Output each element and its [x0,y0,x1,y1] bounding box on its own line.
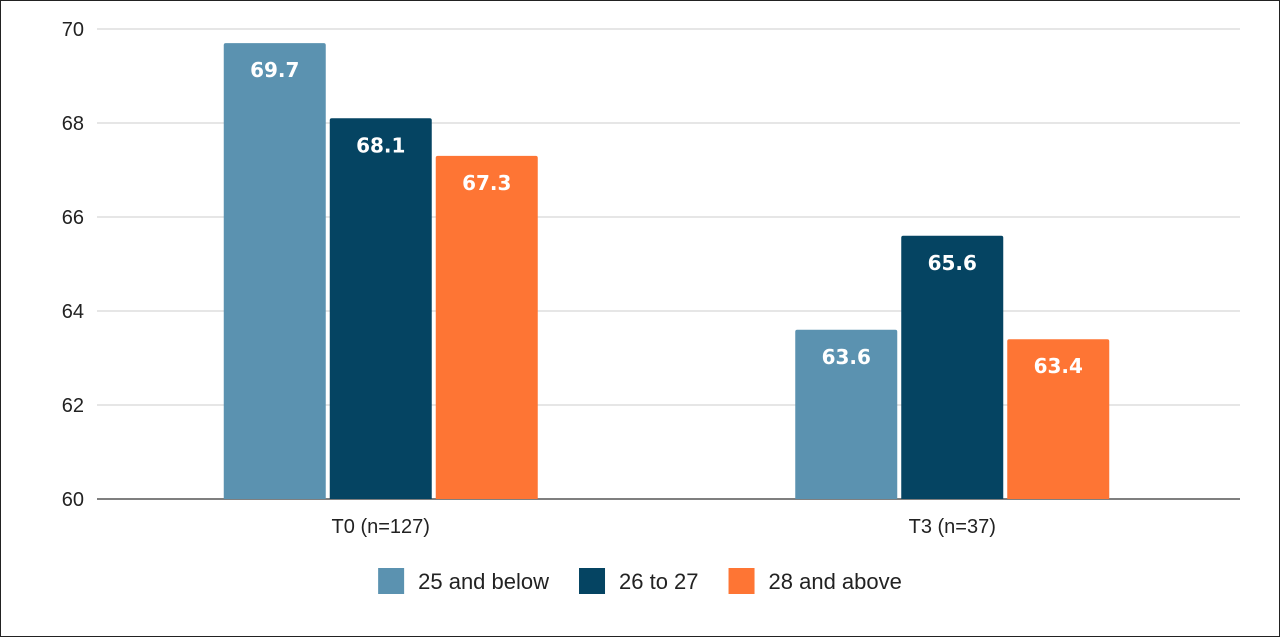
bar [223,43,326,499]
y-tick-label: 64 [62,301,84,323]
legend-swatch [378,568,405,594]
data-label: 68.1 [356,133,405,157]
legend-label: 28 and above [769,569,902,594]
data-label: 63.6 [822,345,871,369]
legend-label: 26 to 27 [619,569,699,594]
y-tick-label: 60 [62,489,84,511]
legend-item: 28 and above [728,568,902,594]
y-tick-label: 68 [62,113,84,135]
x-tick-label: T0 (n=127) [332,516,430,538]
y-tick-label: 62 [62,395,84,417]
bars: 69.7 68.1 67.3 63.6 65.6 63.4 [223,43,1110,500]
bar [901,235,1004,500]
y-axis: 60 62 64 66 68 70 [62,19,84,511]
legend: 25 and below 26 to 27 28 and above [378,568,902,594]
legend-swatch [728,568,755,594]
data-label: 69.7 [250,58,299,82]
y-tick-label: 66 [62,207,84,229]
legend-label: 25 and below [418,569,549,594]
data-label: 63.4 [1034,354,1083,378]
legend-swatch [579,568,606,594]
bar [329,118,432,500]
bar [1007,339,1110,499]
x-tick-label: T3 (n=37) [909,516,996,538]
bar [795,329,898,499]
legend-item: 26 to 27 [579,568,699,594]
y-tick-label: 70 [62,19,84,41]
data-label: 65.6 [928,251,977,275]
legend-item: 25 and below [378,568,549,594]
bar [435,155,538,499]
x-axis: T0 (n=127) T3 (n=37) [332,516,996,538]
data-label: 67.3 [462,171,511,195]
